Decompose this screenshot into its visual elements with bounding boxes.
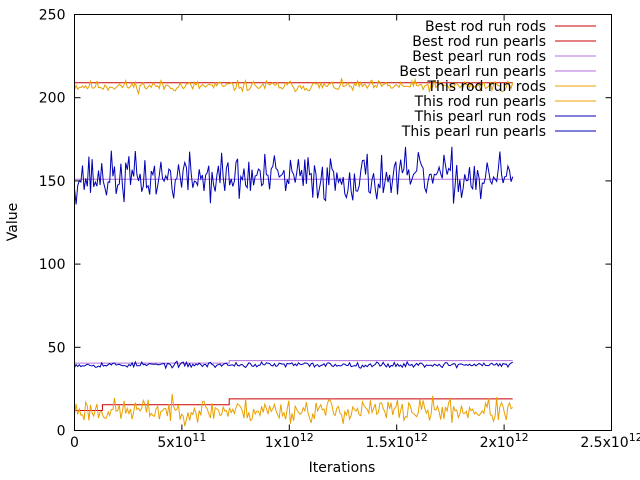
y-tick-label: 0 bbox=[57, 424, 66, 440]
x-tick-label: 0 bbox=[70, 435, 79, 451]
y-tick-label: 150 bbox=[39, 174, 66, 190]
legend-label: Best pearl run pearls bbox=[399, 64, 546, 80]
y-tick-label: 50 bbox=[48, 340, 66, 356]
x-tick-label: 1x1012 bbox=[265, 431, 314, 451]
y-axis-label: Value bbox=[5, 203, 21, 241]
legend-label: Best rod run pearls bbox=[412, 34, 546, 50]
y-tick-label: 200 bbox=[39, 91, 66, 107]
plot-frame bbox=[74, 14, 612, 431]
x-axis-label: Iterations bbox=[309, 460, 376, 476]
series-line-5 bbox=[74, 77, 514, 96]
series-line-7 bbox=[74, 146, 514, 205]
y-tick-label: 100 bbox=[39, 257, 66, 273]
series-line-2 bbox=[74, 398, 513, 411]
legend-label: Best pearl run rods bbox=[412, 49, 546, 65]
legend-label: This pearl run pearls bbox=[401, 124, 546, 140]
legend-label: This rod run pearls bbox=[414, 94, 546, 110]
series-line-4 bbox=[74, 360, 513, 364]
x-tick-label: 2.5x1012 bbox=[580, 431, 640, 451]
tick-layer: 0 50 100 150 200 250 0 5x1011 1x1012 1.5x1012 2x10… bbox=[39, 8, 640, 452]
legend-label: This pearl run rods bbox=[414, 109, 546, 125]
legend-label: Best rod run rods bbox=[425, 19, 546, 35]
series-line-8 bbox=[74, 360, 513, 370]
y-tick-label: 250 bbox=[39, 8, 66, 24]
series-line-6 bbox=[74, 393, 513, 427]
x-tick-label: 2x1012 bbox=[480, 431, 529, 451]
x-tick-label: 1.5x1012 bbox=[366, 431, 428, 451]
legend-label: This rod run rods bbox=[426, 79, 546, 95]
series-layer bbox=[74, 77, 514, 427]
x-tick-label: 5x1011 bbox=[157, 431, 206, 451]
